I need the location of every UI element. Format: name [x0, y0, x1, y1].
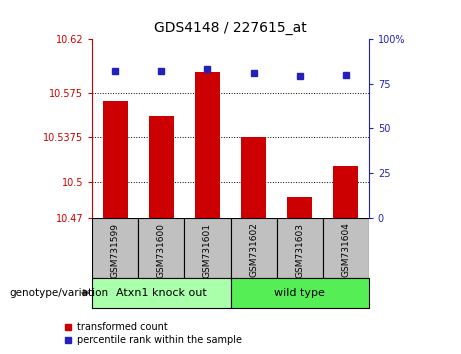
Text: GSM731602: GSM731602: [249, 223, 258, 278]
Text: Atxn1 knock out: Atxn1 knock out: [116, 288, 207, 298]
Title: GDS4148 / 227615_at: GDS4148 / 227615_at: [154, 21, 307, 35]
Bar: [230, 218, 277, 278]
Text: genotype/variation: genotype/variation: [9, 288, 108, 298]
Bar: [102, 101, 128, 218]
Bar: [333, 166, 358, 218]
Bar: [92, 278, 230, 308]
Text: GSM731604: GSM731604: [341, 223, 350, 278]
Bar: [230, 278, 369, 308]
Bar: [138, 218, 184, 278]
Text: GSM731600: GSM731600: [157, 223, 166, 278]
Bar: [241, 137, 266, 218]
Text: GSM731599: GSM731599: [111, 223, 120, 278]
Text: GSM731603: GSM731603: [295, 223, 304, 278]
Bar: [195, 72, 220, 218]
Bar: [148, 116, 174, 218]
Bar: [287, 198, 313, 218]
Text: GSM731601: GSM731601: [203, 223, 212, 278]
Legend: transformed count, percentile rank within the sample: transformed count, percentile rank withi…: [60, 319, 246, 349]
Bar: [92, 218, 138, 278]
Bar: [277, 218, 323, 278]
Text: wild type: wild type: [274, 288, 325, 298]
Bar: [323, 218, 369, 278]
Bar: [184, 218, 230, 278]
